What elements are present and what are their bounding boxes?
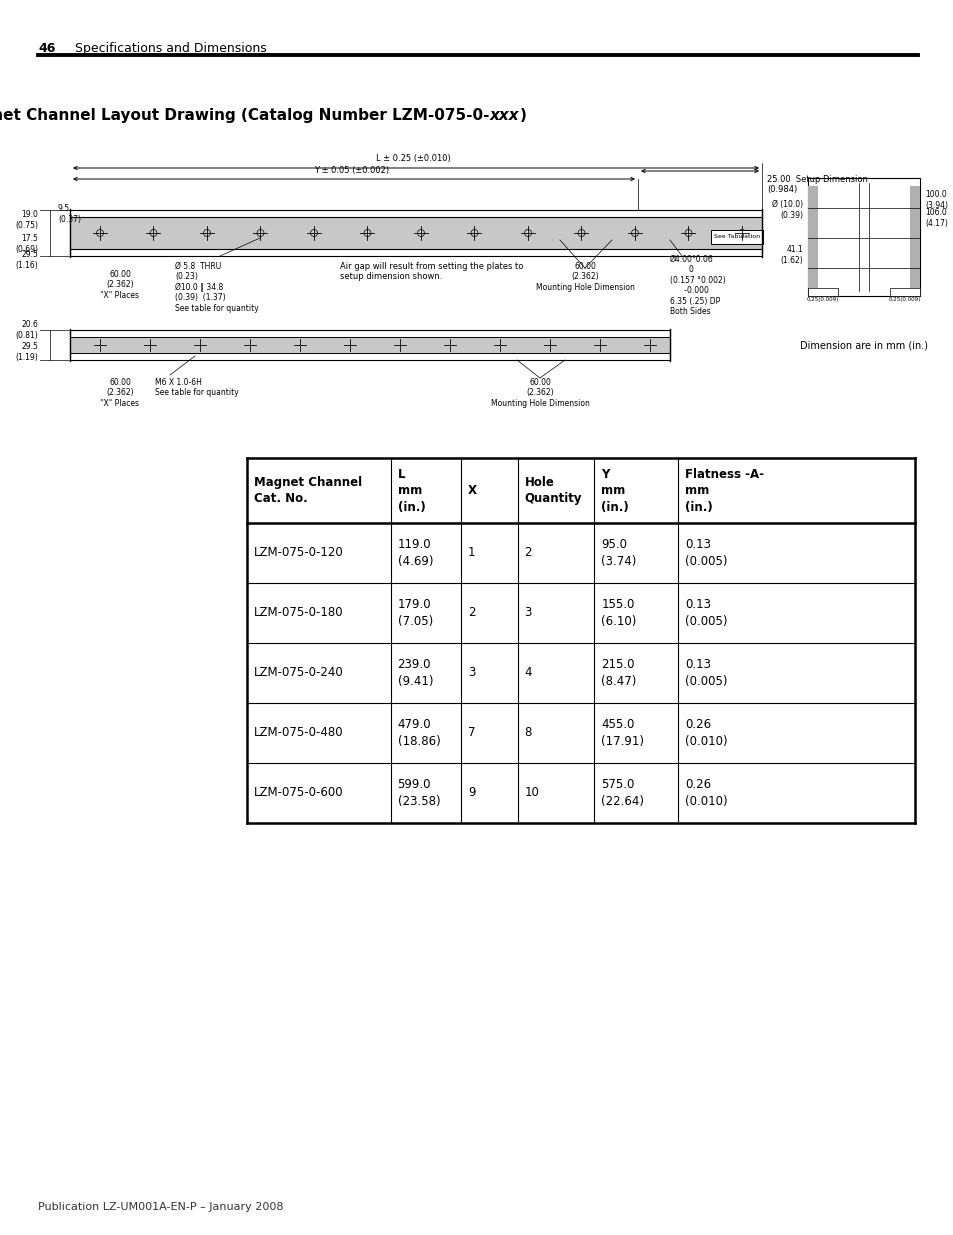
Text: 2: 2 xyxy=(524,547,532,559)
Text: 575.0
(22.64): 575.0 (22.64) xyxy=(600,778,643,808)
Text: 0.26
(0.010): 0.26 (0.010) xyxy=(684,778,727,808)
Text: Ø4.00°0.06
        0
(0.157 °0.002)
      -0.000
6.35 (.25) DP
Both Sides: Ø4.00°0.06 0 (0.157 °0.002) -0.000 6.35 … xyxy=(669,254,725,316)
Text: LZM-075-0-240: LZM-075-0-240 xyxy=(253,667,343,679)
Text: 155.0
(6.10): 155.0 (6.10) xyxy=(600,598,636,627)
Text: 17.5
(0.69): 17.5 (0.69) xyxy=(15,235,38,253)
Text: 455.0
(17.91): 455.0 (17.91) xyxy=(600,719,643,747)
Text: 0.26
(0.010): 0.26 (0.010) xyxy=(684,719,727,747)
Bar xyxy=(70,217,761,249)
Bar xyxy=(909,186,919,288)
Text: L
mm
(in.): L mm (in.) xyxy=(397,468,425,514)
Text: 8: 8 xyxy=(524,726,532,740)
Bar xyxy=(807,186,817,288)
Text: Air gap will result from setting the plates to
setup dimension shown.: Air gap will result from setting the pla… xyxy=(339,262,523,282)
Text: LZM-075-0-120: LZM-075-0-120 xyxy=(253,547,343,559)
Text: 179.0
(7.05): 179.0 (7.05) xyxy=(397,598,433,627)
Text: Hole
Quantity: Hole Quantity xyxy=(524,475,581,505)
Text: 60.00
(2.362)
"X" Places: 60.00 (2.362) "X" Places xyxy=(100,378,139,408)
Text: 1: 1 xyxy=(467,547,475,559)
Text: M6 X 1.0-6H
See table for quantity: M6 X 1.0-6H See table for quantity xyxy=(154,378,238,398)
Text: Dimension are in mm (in.): Dimension are in mm (in.) xyxy=(800,340,927,350)
Text: 9: 9 xyxy=(467,787,475,799)
Text: LZM-075-0-600: LZM-075-0-600 xyxy=(253,787,343,799)
Text: Specifications and Dimensions: Specifications and Dimensions xyxy=(75,42,267,56)
Text: 9.5
(0.37): 9.5 (0.37) xyxy=(58,204,81,224)
Text: 106.0
(4.17): 106.0 (4.17) xyxy=(924,209,947,227)
Text: Y ± 0.05 (±0.002): Y ± 0.05 (±0.002) xyxy=(314,165,389,175)
Bar xyxy=(889,288,919,296)
FancyBboxPatch shape xyxy=(710,230,762,245)
Text: LZM-075-0-480: LZM-075-0-480 xyxy=(253,726,343,740)
Text: 60.00
(2.362)
Mounting Hole Dimension: 60.00 (2.362) Mounting Hole Dimension xyxy=(490,378,589,408)
Text: 0.13
(0.005): 0.13 (0.005) xyxy=(684,598,726,627)
Text: Magnet Channel Layout Drawing (Catalog Number LZM-075-0-: Magnet Channel Layout Drawing (Catalog N… xyxy=(0,107,490,124)
Bar xyxy=(807,178,919,296)
Text: X: X xyxy=(467,484,476,496)
Text: 60.00
(2.362)
"X" Places: 60.00 (2.362) "X" Places xyxy=(100,270,139,300)
Text: LZM-075-0-180: LZM-075-0-180 xyxy=(253,606,343,620)
Bar xyxy=(807,288,837,296)
Text: 60.00
(2.362)
Mounting Hole Dimension: 60.00 (2.362) Mounting Hole Dimension xyxy=(535,262,634,291)
Text: 239.0
(9.41): 239.0 (9.41) xyxy=(397,658,433,688)
Bar xyxy=(70,210,761,256)
Text: xxx: xxx xyxy=(490,107,519,124)
Text: 119.0
(4.69): 119.0 (4.69) xyxy=(397,538,433,568)
Text: 10: 10 xyxy=(524,787,538,799)
Text: L ± 0.25 (±0.010): L ± 0.25 (±0.010) xyxy=(375,154,450,163)
Text: 100.0
(3.94): 100.0 (3.94) xyxy=(924,190,947,210)
Text: 479.0
(18.86): 479.0 (18.86) xyxy=(397,719,440,747)
Text: 46: 46 xyxy=(38,42,55,56)
Text: Flatness -A-
mm
(in.): Flatness -A- mm (in.) xyxy=(684,468,763,514)
Text: See Tabulation: See Tabulation xyxy=(713,235,760,240)
Text: 215.0
(8.47): 215.0 (8.47) xyxy=(600,658,636,688)
Text: 95.0
(3.74): 95.0 (3.74) xyxy=(600,538,636,568)
Text: 41.1
(1.62): 41.1 (1.62) xyxy=(780,246,802,264)
Text: 3: 3 xyxy=(524,606,532,620)
Text: 19.0
(0.75): 19.0 (0.75) xyxy=(15,210,38,230)
Text: 20.6
(0.81): 20.6 (0.81) xyxy=(15,320,38,340)
Text: Publication LZ-UM001A-EN-P – January 2008: Publication LZ-UM001A-EN-P – January 200… xyxy=(38,1202,283,1212)
Text: 0.25(0.009): 0.25(0.009) xyxy=(806,298,839,303)
Text: Ø (10.0)
(0.39): Ø (10.0) (0.39) xyxy=(771,200,802,220)
Text: 0.13
(0.005): 0.13 (0.005) xyxy=(684,538,726,568)
Text: 29.5
(1.16): 29.5 (1.16) xyxy=(15,251,38,269)
Text: Magnet Channel
Cat. No.: Magnet Channel Cat. No. xyxy=(253,475,362,505)
Text: 0.13
(0.005): 0.13 (0.005) xyxy=(684,658,726,688)
Text: ): ) xyxy=(519,107,526,124)
Text: 4: 4 xyxy=(524,667,532,679)
Bar xyxy=(70,330,669,359)
Text: Ø 5.8  THRU
(0.23)
Ø10.0 ‖ 34.8
(0.39)  (1.37)
See table for quantity: Ø 5.8 THRU (0.23) Ø10.0 ‖ 34.8 (0.39) (1… xyxy=(174,262,258,312)
Text: 25.00  Setup Dimension
(0.984): 25.00 Setup Dimension (0.984) xyxy=(766,175,867,194)
Text: 0.25(0.009): 0.25(0.009) xyxy=(888,298,921,303)
Text: 7: 7 xyxy=(467,726,475,740)
Text: 599.0
(23.58): 599.0 (23.58) xyxy=(397,778,439,808)
Text: 3: 3 xyxy=(467,667,475,679)
Text: Y
mm
(in.): Y mm (in.) xyxy=(600,468,628,514)
Text: 2: 2 xyxy=(467,606,475,620)
Text: 29.5
(1.19): 29.5 (1.19) xyxy=(15,342,38,362)
Bar xyxy=(70,337,669,353)
